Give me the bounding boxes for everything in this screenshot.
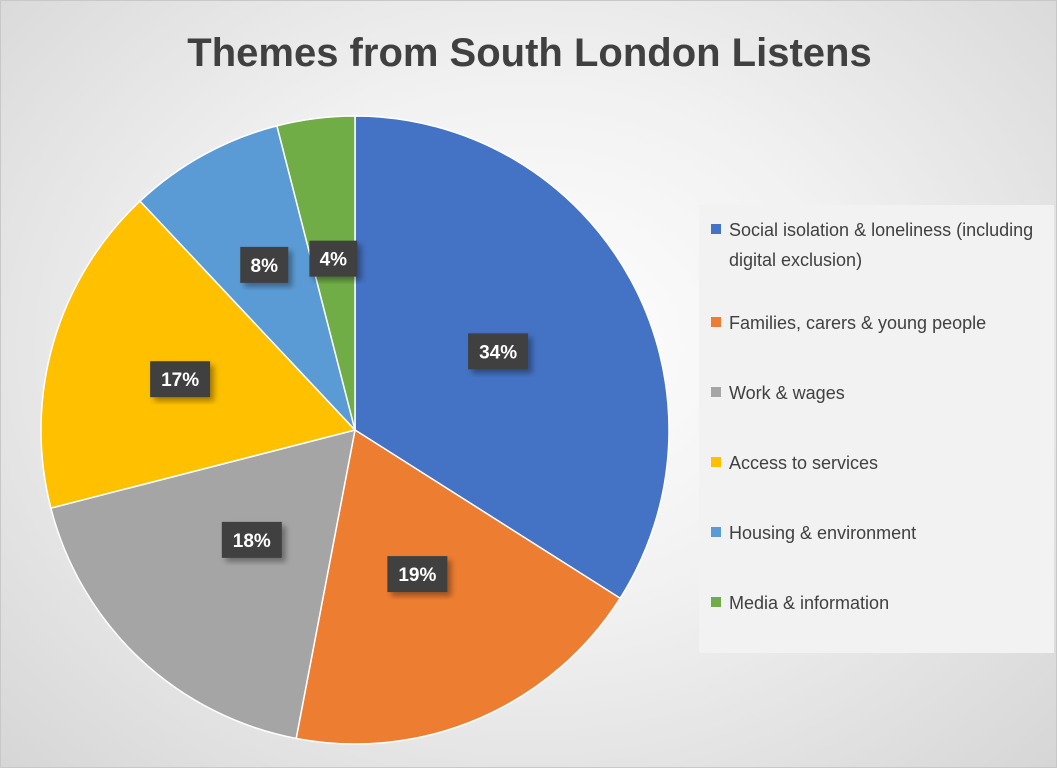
legend-item: Social isolation & loneliness (including… <box>711 215 1054 308</box>
data-label-box <box>468 333 529 370</box>
pie-slice <box>295 428 622 745</box>
legend-label: Social isolation & loneliness (including… <box>729 220 1034 270</box>
legend-label: Media & information <box>729 593 890 613</box>
data-label: 4% <box>309 240 358 277</box>
legend-item: Access to services <box>711 448 1054 518</box>
legend-label: Access to services <box>729 453 879 473</box>
data-label-text: 18% <box>233 531 271 552</box>
legend-item: Families, carers & young people <box>711 308 1054 378</box>
legend-swatch <box>711 224 721 234</box>
data-label-text: 17% <box>161 370 199 391</box>
legend-label: Housing & environment <box>729 523 917 543</box>
pie-slice <box>49 428 356 740</box>
legend-swatch <box>711 597 721 607</box>
data-label-text: 34% <box>479 342 517 363</box>
data-label-text: 4% <box>320 250 348 271</box>
data-label: 34% <box>468 333 529 370</box>
data-label-box <box>150 361 211 398</box>
legend-swatch <box>711 457 721 467</box>
pie-slices <box>40 115 670 745</box>
data-label-text: 19% <box>398 565 436 586</box>
data-label-box <box>240 246 289 283</box>
legend-item: Housing & environment <box>711 518 1054 588</box>
legend-swatch <box>711 387 721 397</box>
data-label-box <box>309 240 358 277</box>
chart-title: Themes from South London Listens <box>187 31 872 75</box>
data-labels: 34% 19% 18% 17% 8% 4% <box>150 240 529 593</box>
legend-item: Media & information <box>711 588 1054 628</box>
legend: Social isolation & loneliness (including… <box>699 205 1054 653</box>
data-label-text: 8% <box>251 256 279 277</box>
data-label: 8% <box>240 246 289 283</box>
data-label: 18% <box>221 521 282 558</box>
legend-swatch <box>711 317 721 327</box>
data-label-box <box>387 556 448 593</box>
data-label: 17% <box>150 361 211 398</box>
legend-label: Work & wages <box>729 383 845 403</box>
legend-label: Families, carers & young people <box>729 313 987 333</box>
pie-slice <box>40 200 357 510</box>
legend-item: Work & wages <box>711 378 1054 448</box>
data-label: 19% <box>387 556 448 593</box>
data-label-box <box>221 521 282 558</box>
legend-swatch <box>711 527 721 537</box>
